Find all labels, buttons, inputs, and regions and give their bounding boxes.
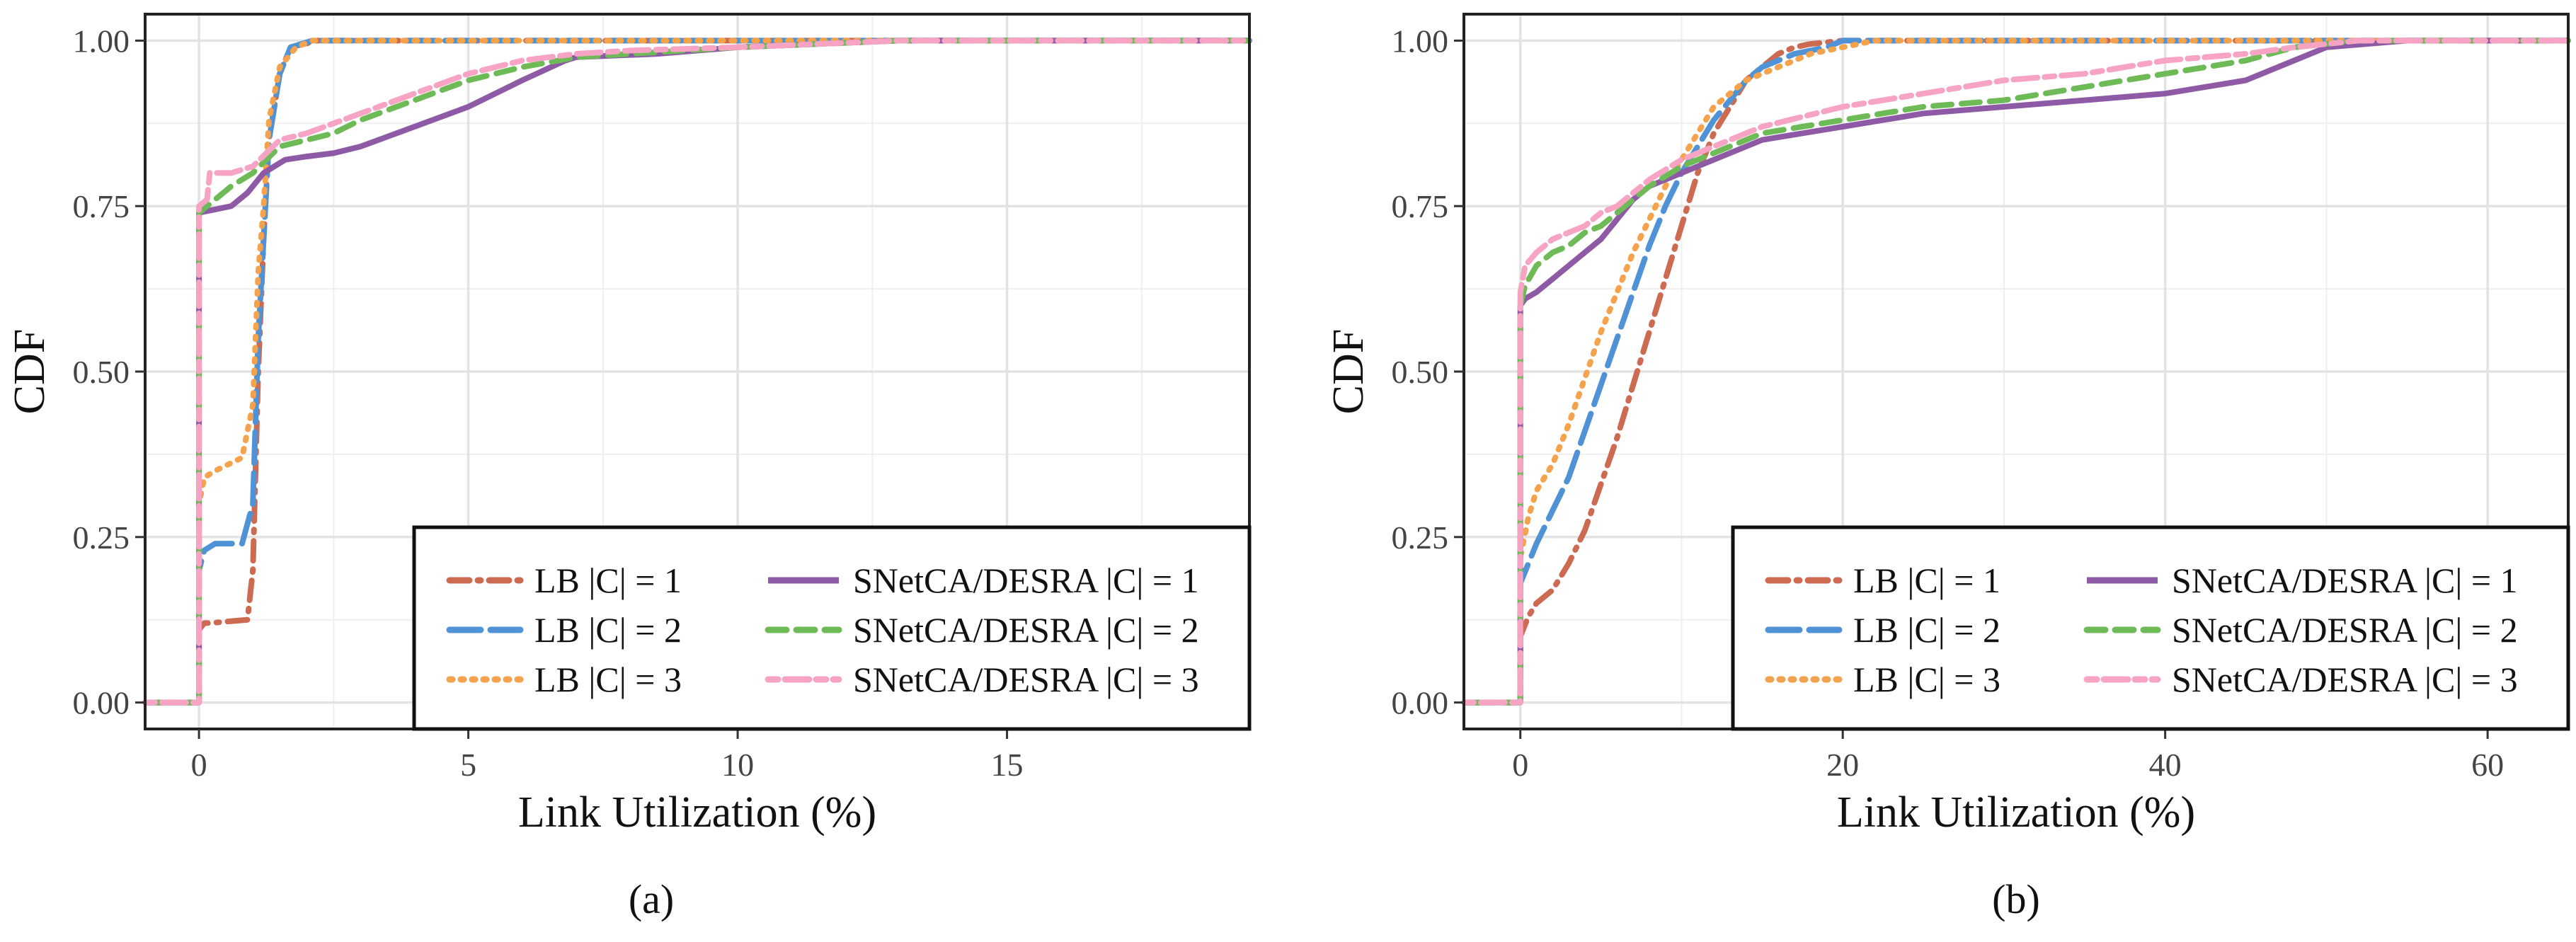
y-tick-label: 0.75	[73, 188, 130, 224]
y-axis-label-a: CDF	[6, 329, 54, 415]
x-tick-label: 5	[460, 747, 476, 783]
y-axis-ticks-a: 0.00 0.25 0.50 0.75 1.00	[73, 23, 145, 721]
panel-label-b: (b)	[1992, 876, 2040, 922]
panel-label-a: (a)	[629, 876, 674, 922]
series-line-3	[142, 38, 1252, 706]
legend-label-5: SNetCA/DESRA |C| = 2	[2172, 610, 2518, 650]
series-line-6	[1461, 38, 2571, 706]
y-tick-label: 0.75	[1392, 188, 1449, 224]
legend-label-4: SNetCA/DESRA |C| = 1	[853, 561, 1199, 600]
y-tick-label: 0.00	[73, 685, 130, 721]
y-tick-label: 0.50	[73, 354, 130, 390]
x-axis-ticks-a: 0 5 10 15	[191, 729, 1024, 783]
x-axis-ticks-b: 0 20 40 60	[1512, 729, 2504, 783]
series-line-1	[1461, 38, 2571, 706]
chart-panel-a: 0 5 10 15 0.00 0.25 0.50 0.75 1.00 Link Utiliza…	[6, 13, 1252, 922]
series-line-3	[1461, 38, 2571, 706]
y-tick-label: 1.00	[1392, 23, 1449, 59]
series-line-4	[1464, 38, 2568, 706]
legend-label-3: LB |C| = 3	[534, 660, 682, 699]
x-tick-label: 0	[191, 747, 207, 783]
y-axis-ticks-b: 0.00 0.25 0.50 0.75 1.00	[1392, 23, 1464, 721]
series-line-6	[142, 38, 1252, 706]
y-tick-label: 0.50	[1392, 354, 1449, 390]
y-tick-label: 1.00	[73, 23, 130, 59]
chart-panel-b: 0 20 40 60 0.00 0.25 0.50 0.75 1.00 Link Utiliz…	[1324, 13, 2571, 922]
x-tick-label: 60	[2471, 747, 2504, 783]
legend-b: LB |C| = 1 LB |C| = 2 LB |C| = 3 SNetCA/DES…	[1731, 525, 2570, 731]
series-layer-b	[1461, 38, 2571, 706]
x-tick-label: 0	[1512, 747, 1528, 783]
x-tick-label: 40	[2149, 747, 2182, 783]
y-tick-label: 0.25	[73, 519, 130, 556]
x-axis-label-a: Link Utilization (%)	[518, 788, 876, 837]
y-tick-label: 0.00	[1392, 685, 1449, 721]
y-tick-label: 0.25	[1392, 519, 1449, 556]
legend-a: LB |C| = 1 LB |C| = 2 LB |C| = 3 SNetCA/DES…	[412, 525, 1252, 731]
x-axis-label-b: Link Utilization (%)	[1837, 788, 2195, 837]
legend-label-1: LB |C| = 1	[534, 561, 682, 600]
y-axis-label-b: CDF	[1324, 329, 1373, 415]
legend-label-2: LB |C| = 2	[1853, 610, 2000, 650]
x-tick-label: 20	[1826, 747, 1859, 783]
x-tick-label: 10	[721, 747, 754, 783]
legend-label-6: SNetCA/DESRA |C| = 3	[2172, 660, 2518, 699]
legend-label-6: SNetCA/DESRA |C| = 3	[853, 660, 1199, 699]
x-tick-label: 15	[991, 747, 1024, 783]
legend-label-5: SNetCA/DESRA |C| = 2	[853, 610, 1199, 650]
series-layer-a	[142, 38, 1252, 706]
legend-label-2: LB |C| = 2	[534, 610, 682, 650]
legend-label-1: LB |C| = 1	[1853, 561, 2000, 600]
series-line-5	[1461, 38, 2571, 706]
legend-label-3: LB |C| = 3	[1853, 660, 2000, 699]
series-line-2	[1461, 38, 2571, 706]
legend-label-4: SNetCA/DESRA |C| = 1	[2172, 561, 2518, 600]
